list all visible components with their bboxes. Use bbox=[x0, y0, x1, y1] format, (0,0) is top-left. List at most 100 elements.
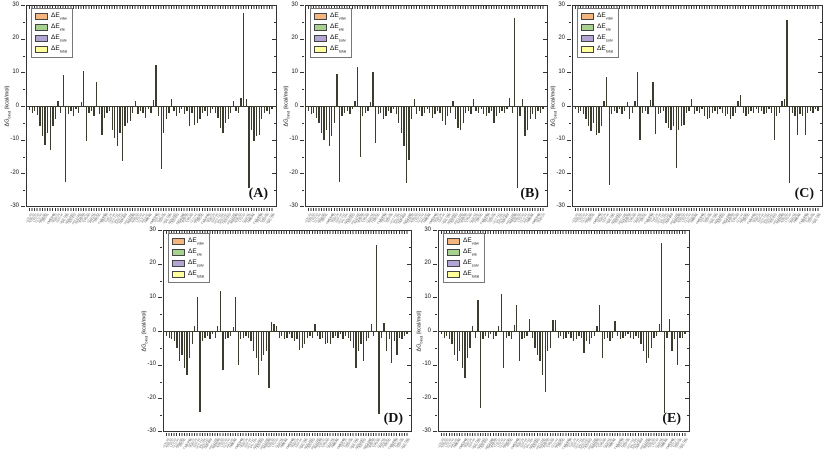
residue-energy-bar bbox=[478, 106, 480, 113]
residue-energy-bar bbox=[537, 106, 539, 112]
residue-energy-bar bbox=[196, 106, 198, 123]
residue-energy-bar bbox=[750, 106, 752, 112]
residue-energy-bar bbox=[627, 331, 629, 335]
residue-energy-bar bbox=[508, 331, 510, 337]
residue-energy-bar bbox=[588, 331, 590, 345]
legend-label: ΔEsolv bbox=[188, 258, 204, 268]
residue-energy-bar bbox=[247, 331, 250, 338]
residue-energy-bar bbox=[222, 106, 224, 133]
y-axis-title: ΔGbind (kcal/mol) bbox=[416, 310, 424, 352]
residue-energy-bar bbox=[47, 106, 49, 133]
y-major-tick bbox=[300, 173, 304, 175]
residue-energy-bar bbox=[453, 331, 456, 355]
legend-item: ΔEele bbox=[172, 247, 204, 258]
y-minor-tick bbox=[435, 280, 437, 282]
residue-energy-bar bbox=[434, 106, 436, 115]
residue-energy-bar bbox=[605, 77, 608, 106]
y-minor-tick bbox=[302, 122, 304, 124]
x-ticks-bottom bbox=[575, 208, 820, 211]
residue-energy-bar bbox=[629, 106, 631, 120]
legend-item: ΔEsolv bbox=[581, 33, 613, 44]
residue-energy-bar bbox=[331, 106, 333, 137]
y-major-tick-inner bbox=[818, 206, 822, 207]
residue-energy-bar bbox=[516, 106, 518, 188]
residue-energy-bar bbox=[323, 106, 325, 140]
legend-label: ΔEtotal bbox=[188, 269, 205, 279]
residue-energy-bar bbox=[511, 106, 513, 113]
residue-energy-bar bbox=[742, 106, 744, 113]
legend-label: ΔEele bbox=[597, 22, 612, 32]
y-minor-tick-inner bbox=[274, 55, 276, 57]
residue-energy-bar bbox=[235, 106, 237, 112]
residue-energy-bar bbox=[622, 331, 624, 338]
residue-energy-bar bbox=[498, 106, 500, 113]
legend-swatch-total bbox=[35, 46, 48, 53]
y-minor-tick-inner bbox=[687, 280, 689, 282]
residue-energy-bar bbox=[336, 74, 338, 106]
y-minor-tick bbox=[435, 347, 437, 349]
residue-energy-bar bbox=[565, 331, 567, 338]
residue-energy-bar bbox=[624, 331, 627, 337]
residue-energy-bar bbox=[400, 106, 403, 133]
y-minor-tick bbox=[435, 381, 437, 383]
residue-energy-bar bbox=[350, 331, 352, 342]
y-minor-tick bbox=[569, 156, 571, 158]
residue-energy-bar bbox=[199, 106, 201, 120]
x-tick-label-band: GLN-30 ASP-32 TYR-37 LYS-40 GLU-44 ARG-65 PHE-… bbox=[163, 437, 412, 455]
residue-energy-bar bbox=[771, 106, 773, 113]
y-tick-label: -20 bbox=[556, 169, 565, 176]
residue-energy-bar bbox=[121, 106, 124, 161]
residue-energy-bar bbox=[642, 331, 645, 352]
y-major-tick bbox=[433, 431, 437, 432]
panel-B: ΔGbind (kcal/mol) 30 20 10 0 -10 -20 -30 ΔEvdw ΔE… bbox=[283, 2, 548, 225]
residue-energy-bar bbox=[809, 106, 811, 112]
y-major-tick-inner bbox=[818, 139, 822, 141]
y-minor-tick-inner bbox=[687, 246, 689, 248]
residue-energy-bar bbox=[696, 106, 698, 112]
y-major-tick bbox=[567, 206, 571, 207]
residue-energy-bar bbox=[360, 331, 362, 345]
residue-energy-bar bbox=[539, 331, 541, 362]
residue-energy-bar bbox=[472, 99, 475, 106]
y-minor-tick bbox=[160, 347, 162, 349]
residue-energy-bar bbox=[186, 331, 188, 375]
residue-energy-bar bbox=[613, 106, 615, 112]
residue-energy-bar bbox=[288, 331, 291, 335]
residue-energy-bar bbox=[593, 106, 595, 123]
residue-energy-bar bbox=[132, 106, 134, 113]
y-major-tick bbox=[567, 72, 571, 74]
y-major-tick bbox=[433, 263, 437, 265]
y-minor-tick-inner bbox=[820, 55, 822, 57]
residue-energy-bar bbox=[393, 331, 395, 342]
residue-energy-bar bbox=[214, 106, 216, 113]
residue-energy-bar bbox=[786, 20, 788, 106]
zero-baseline bbox=[573, 106, 822, 107]
residue-energy-bar bbox=[72, 106, 75, 117]
residue-energy-bar bbox=[817, 106, 819, 112]
residue-energy-bar bbox=[252, 331, 255, 352]
residue-energy-bar bbox=[740, 95, 742, 106]
y-major-tick bbox=[433, 297, 437, 299]
residue-energy-bar bbox=[263, 106, 265, 113]
residue-energy-bar bbox=[372, 72, 374, 106]
x-ticks-top bbox=[575, 6, 820, 9]
y-tick-label: 10 bbox=[291, 68, 298, 75]
y-tick-label: 10 bbox=[149, 293, 156, 300]
residue-energy-bar bbox=[722, 106, 724, 113]
y-minor-tick-inner bbox=[820, 156, 822, 158]
y-major-tick-inner bbox=[407, 230, 411, 231]
x-ticks-top bbox=[29, 6, 274, 9]
y-tick-label: 30 bbox=[424, 226, 431, 233]
y-minor-tick bbox=[435, 314, 437, 316]
y-minor-tick bbox=[569, 190, 571, 192]
y-major-tick-inner bbox=[407, 364, 411, 366]
residue-energy-bar bbox=[219, 290, 222, 331]
y-tick-label: 30 bbox=[558, 1, 565, 8]
residue-energy-bar bbox=[685, 106, 688, 113]
residue-energy-bar bbox=[194, 325, 196, 331]
residue-energy-bar bbox=[34, 106, 36, 112]
y-tick-label: 0 bbox=[294, 102, 298, 109]
residue-energy-bar bbox=[370, 324, 372, 331]
y-major-tick-inner bbox=[685, 398, 689, 400]
residue-energy-bar bbox=[314, 324, 316, 331]
